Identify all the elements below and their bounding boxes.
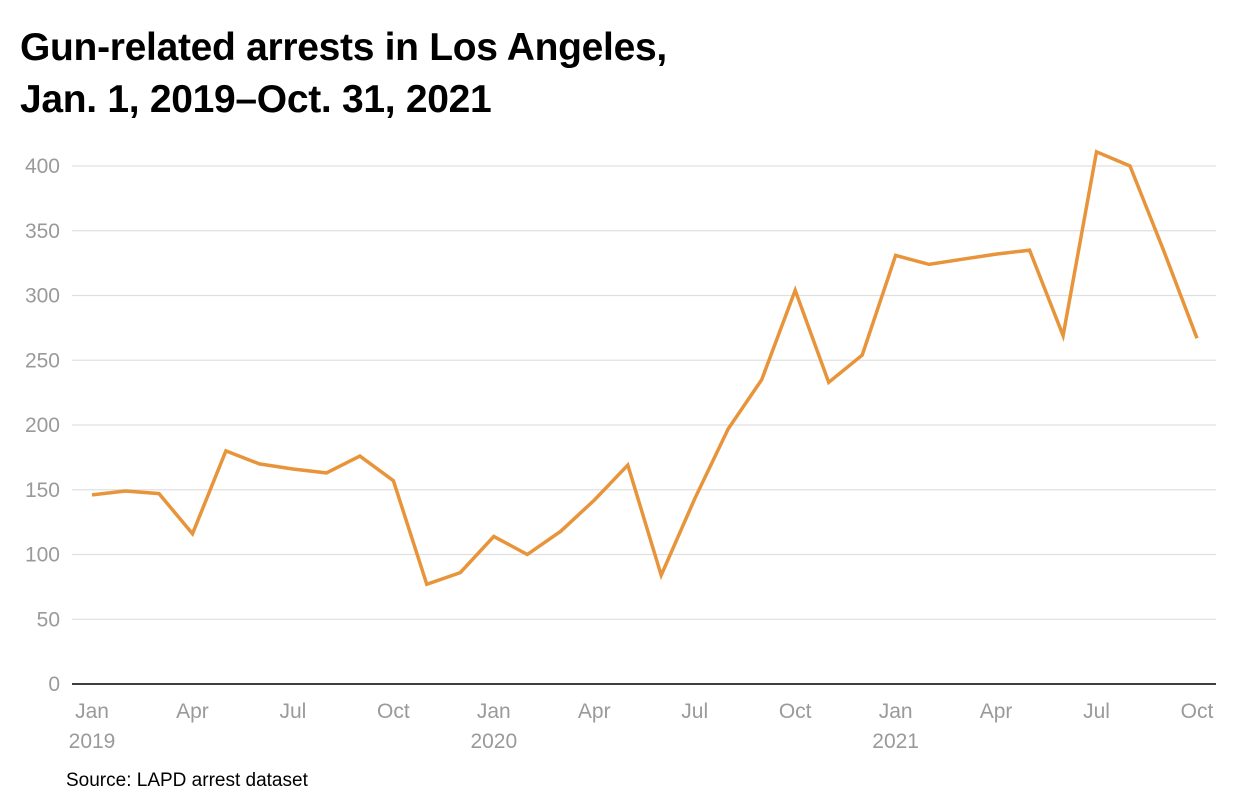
x-tick-label: Jan	[477, 700, 511, 723]
data-point	[557, 527, 565, 535]
chart-title-line-1: Gun-related arrests in Los Angeles,	[20, 26, 667, 69]
data-point	[724, 425, 732, 433]
x-axis-ticks: Jan 2019 Apr Jul Oct Jan 2020 Apr Jul Oct Jan 2021 A…	[69, 700, 1214, 753]
data-point	[825, 378, 833, 386]
data-point	[523, 551, 531, 559]
x-tick-year-label: 2020	[470, 730, 517, 753]
data-point	[590, 496, 598, 504]
series-layer	[88, 148, 1201, 588]
y-tick-label: 400	[25, 155, 60, 178]
x-tick-label: Apr	[578, 700, 611, 723]
x-tick-label: Oct	[779, 700, 812, 723]
chart-title-line-2: Jan. 1, 2019–Oct. 31, 2021	[20, 78, 492, 121]
y-axis-ticks: 0 50 100 150 200 250 300 350 400	[25, 155, 60, 696]
data-point	[1093, 148, 1101, 156]
grid-layer	[72, 165, 1216, 685]
x-tick-label: Jul	[279, 700, 306, 723]
data-point	[222, 447, 230, 455]
data-point	[624, 461, 632, 469]
data-point	[255, 460, 263, 468]
x-tick-year-label: 2019	[69, 730, 116, 753]
data-point	[691, 495, 699, 503]
source-note: Source: LAPD arrest dataset	[66, 770, 308, 791]
x-tick-year-label: 2021	[872, 730, 919, 753]
chart-title: Gun-related arrests in Los Angeles, Jan.…	[20, 22, 667, 126]
data-point	[456, 569, 464, 577]
data-point	[389, 477, 397, 485]
x-tick-label: Jul	[681, 700, 708, 723]
data-point	[88, 491, 96, 499]
y-tick-label: 50	[37, 608, 60, 631]
data-point	[1059, 332, 1067, 340]
data-point	[356, 452, 364, 460]
y-tick-label: 300	[25, 285, 60, 308]
data-point	[892, 251, 900, 259]
data-point	[155, 490, 163, 498]
data-point	[490, 532, 498, 540]
x-tick-label: Apr	[980, 700, 1013, 723]
y-tick-label: 250	[25, 349, 60, 372]
x-tick-label: Apr	[176, 700, 209, 723]
data-point	[758, 376, 766, 384]
data-point	[992, 250, 1000, 258]
data-point	[791, 286, 799, 294]
data-point	[322, 469, 330, 477]
data-point	[423, 580, 431, 588]
data-point	[188, 530, 196, 538]
x-tick-label: Jan	[75, 700, 109, 723]
data-point	[1160, 246, 1168, 254]
x-tick-label: Oct	[377, 700, 410, 723]
y-tick-label: 200	[25, 414, 60, 437]
x-tick-label: Jul	[1083, 700, 1110, 723]
data-point	[1126, 162, 1134, 170]
x-tick-label: Oct	[1181, 700, 1214, 723]
data-point	[657, 571, 665, 579]
data-point	[925, 260, 933, 268]
data-point	[858, 351, 866, 359]
series-line	[91, 149, 1199, 587]
data-point	[1026, 246, 1034, 254]
data-point	[1193, 334, 1201, 342]
data-point	[121, 487, 129, 495]
y-tick-label: 0	[48, 673, 60, 696]
y-tick-label: 350	[25, 220, 60, 243]
y-tick-label: 150	[25, 479, 60, 502]
data-point	[959, 255, 967, 263]
y-tick-label: 100	[25, 544, 60, 567]
x-tick-label: Jan	[879, 700, 913, 723]
data-point	[289, 465, 297, 473]
